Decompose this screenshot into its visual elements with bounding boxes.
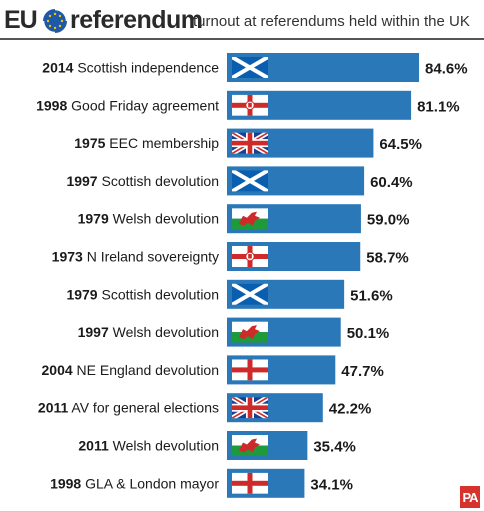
- england-flag-icon: [232, 472, 268, 494]
- value-label: 50.1%: [347, 325, 390, 342]
- bar-row: 1998 Good Friday agreement 81.1%: [36, 90, 460, 120]
- category-name: Good Friday agreement: [67, 97, 219, 113]
- category-year: 1997: [78, 324, 109, 340]
- bar-row: 2011 Welsh devolution 35.4%: [78, 431, 356, 460]
- category-label: 2004 NE England devolution: [42, 362, 219, 378]
- eu-stars-icon: [42, 8, 68, 34]
- category-year: 1998: [50, 475, 81, 491]
- value-label: 58.7%: [366, 250, 409, 267]
- category-name: Welsh devolution: [109, 324, 219, 340]
- category-name: Scottish devolution: [98, 173, 219, 189]
- category-year: 2004: [42, 362, 73, 378]
- category-name: Scottish independence: [73, 60, 219, 76]
- value-label: 84.6%: [425, 61, 468, 78]
- category-name: Welsh devolution: [109, 211, 219, 227]
- scotland-flag-icon: [232, 283, 268, 305]
- category-name: Welsh devolution: [109, 438, 219, 454]
- category-label: 2011 Welsh devolution: [78, 438, 219, 454]
- category-year: 1973: [52, 249, 83, 265]
- category-name: GLA & London mayor: [81, 475, 219, 491]
- category-label: 1997 Welsh devolution: [78, 324, 219, 340]
- category-year: 1975: [74, 135, 105, 151]
- category-label: 1973 N Ireland sovereignty: [52, 249, 219, 265]
- category-name: NE England devolution: [73, 362, 219, 378]
- category-name: AV for general elections: [68, 400, 219, 416]
- category-label: 1979 Welsh devolution: [78, 211, 219, 227]
- category-year: 1979: [78, 211, 109, 227]
- category-name: EEC membership: [105, 135, 219, 151]
- category-label: 1979 Scottish devolution: [66, 286, 219, 302]
- value-label: 51.6%: [350, 287, 393, 304]
- value-label: 60.4%: [370, 174, 413, 191]
- union-jack-flag-icon: [232, 397, 268, 419]
- union-jack-flag-icon: [232, 132, 268, 154]
- category-label: 1998 GLA & London mayor: [50, 475, 219, 491]
- wales-flag-icon: [232, 435, 268, 456]
- england-flag-icon: [232, 359, 268, 381]
- value-label: 47.7%: [341, 363, 384, 380]
- value-label: 64.5%: [379, 136, 422, 153]
- category-name: Scottish devolution: [98, 286, 219, 302]
- value-label: 59.0%: [367, 212, 410, 229]
- northern-ireland-flag-icon: [232, 246, 268, 267]
- value-label: 81.1%: [417, 98, 460, 115]
- bar-row: 1979 Welsh devolution 59.0%: [78, 204, 410, 234]
- bar-row: 1997 Welsh devolution 50.1%: [78, 317, 390, 347]
- category-year: 1979: [66, 286, 97, 302]
- header-divider: [0, 38, 484, 40]
- bar-row: 2004 NE England devolution 47.7%: [42, 355, 384, 385]
- category-label: 2014 Scottish independence: [42, 60, 219, 76]
- turnout-bar-chart: 2014 Scottish independence 84.6% 1998 Good…: [36, 53, 468, 498]
- pa-logo: PA: [460, 486, 480, 508]
- bar-row: 1979 Scottish devolution 51.6%: [66, 279, 393, 309]
- wales-flag-icon: [232, 208, 268, 230]
- value-label: 34.1%: [310, 476, 353, 493]
- northern-ireland-flag-icon: [232, 94, 268, 116]
- scotland-flag-icon: [232, 57, 268, 78]
- bar-row: 1973 N Ireland sovereignty 58.7%: [52, 242, 409, 271]
- value-label: 42.2%: [329, 401, 372, 418]
- chart-subtitle: turnout at referendums held within the U…: [193, 13, 470, 30]
- category-label: 2011 AV for general elections: [38, 400, 219, 416]
- bar-row: 1975 EEC membership 64.5%: [74, 128, 422, 158]
- category-year: 2011: [38, 400, 69, 416]
- category-name: N Ireland sovereignty: [83, 249, 219, 265]
- category-year: 1997: [66, 173, 97, 189]
- chart-header: EU referendum turnout at referendums hel…: [0, 0, 484, 42]
- bar-row: 2014 Scottish independence 84.6%: [42, 53, 468, 82]
- scotland-flag-icon: [232, 170, 268, 192]
- category-label: 1998 Good Friday agreement: [36, 97, 219, 113]
- category-year: 2014: [42, 60, 73, 76]
- category-label: 1997 Scottish devolution: [66, 173, 219, 189]
- category-year: 2011: [78, 438, 109, 454]
- bar-row: 1998 GLA & London mayor 34.1%: [50, 468, 353, 498]
- value-label: 35.4%: [313, 439, 356, 456]
- category-year: 1998: [36, 97, 67, 113]
- brand-eu-text: EU: [4, 6, 38, 34]
- category-label: 1975 EEC membership: [74, 135, 219, 151]
- bar-row: 2011 AV for general elections 42.2%: [38, 393, 372, 423]
- wales-flag-icon: [232, 321, 268, 343]
- bar-row: 1997 Scottish devolution 60.4%: [66, 166, 413, 196]
- brand-referendum-text: referendum: [70, 6, 203, 34]
